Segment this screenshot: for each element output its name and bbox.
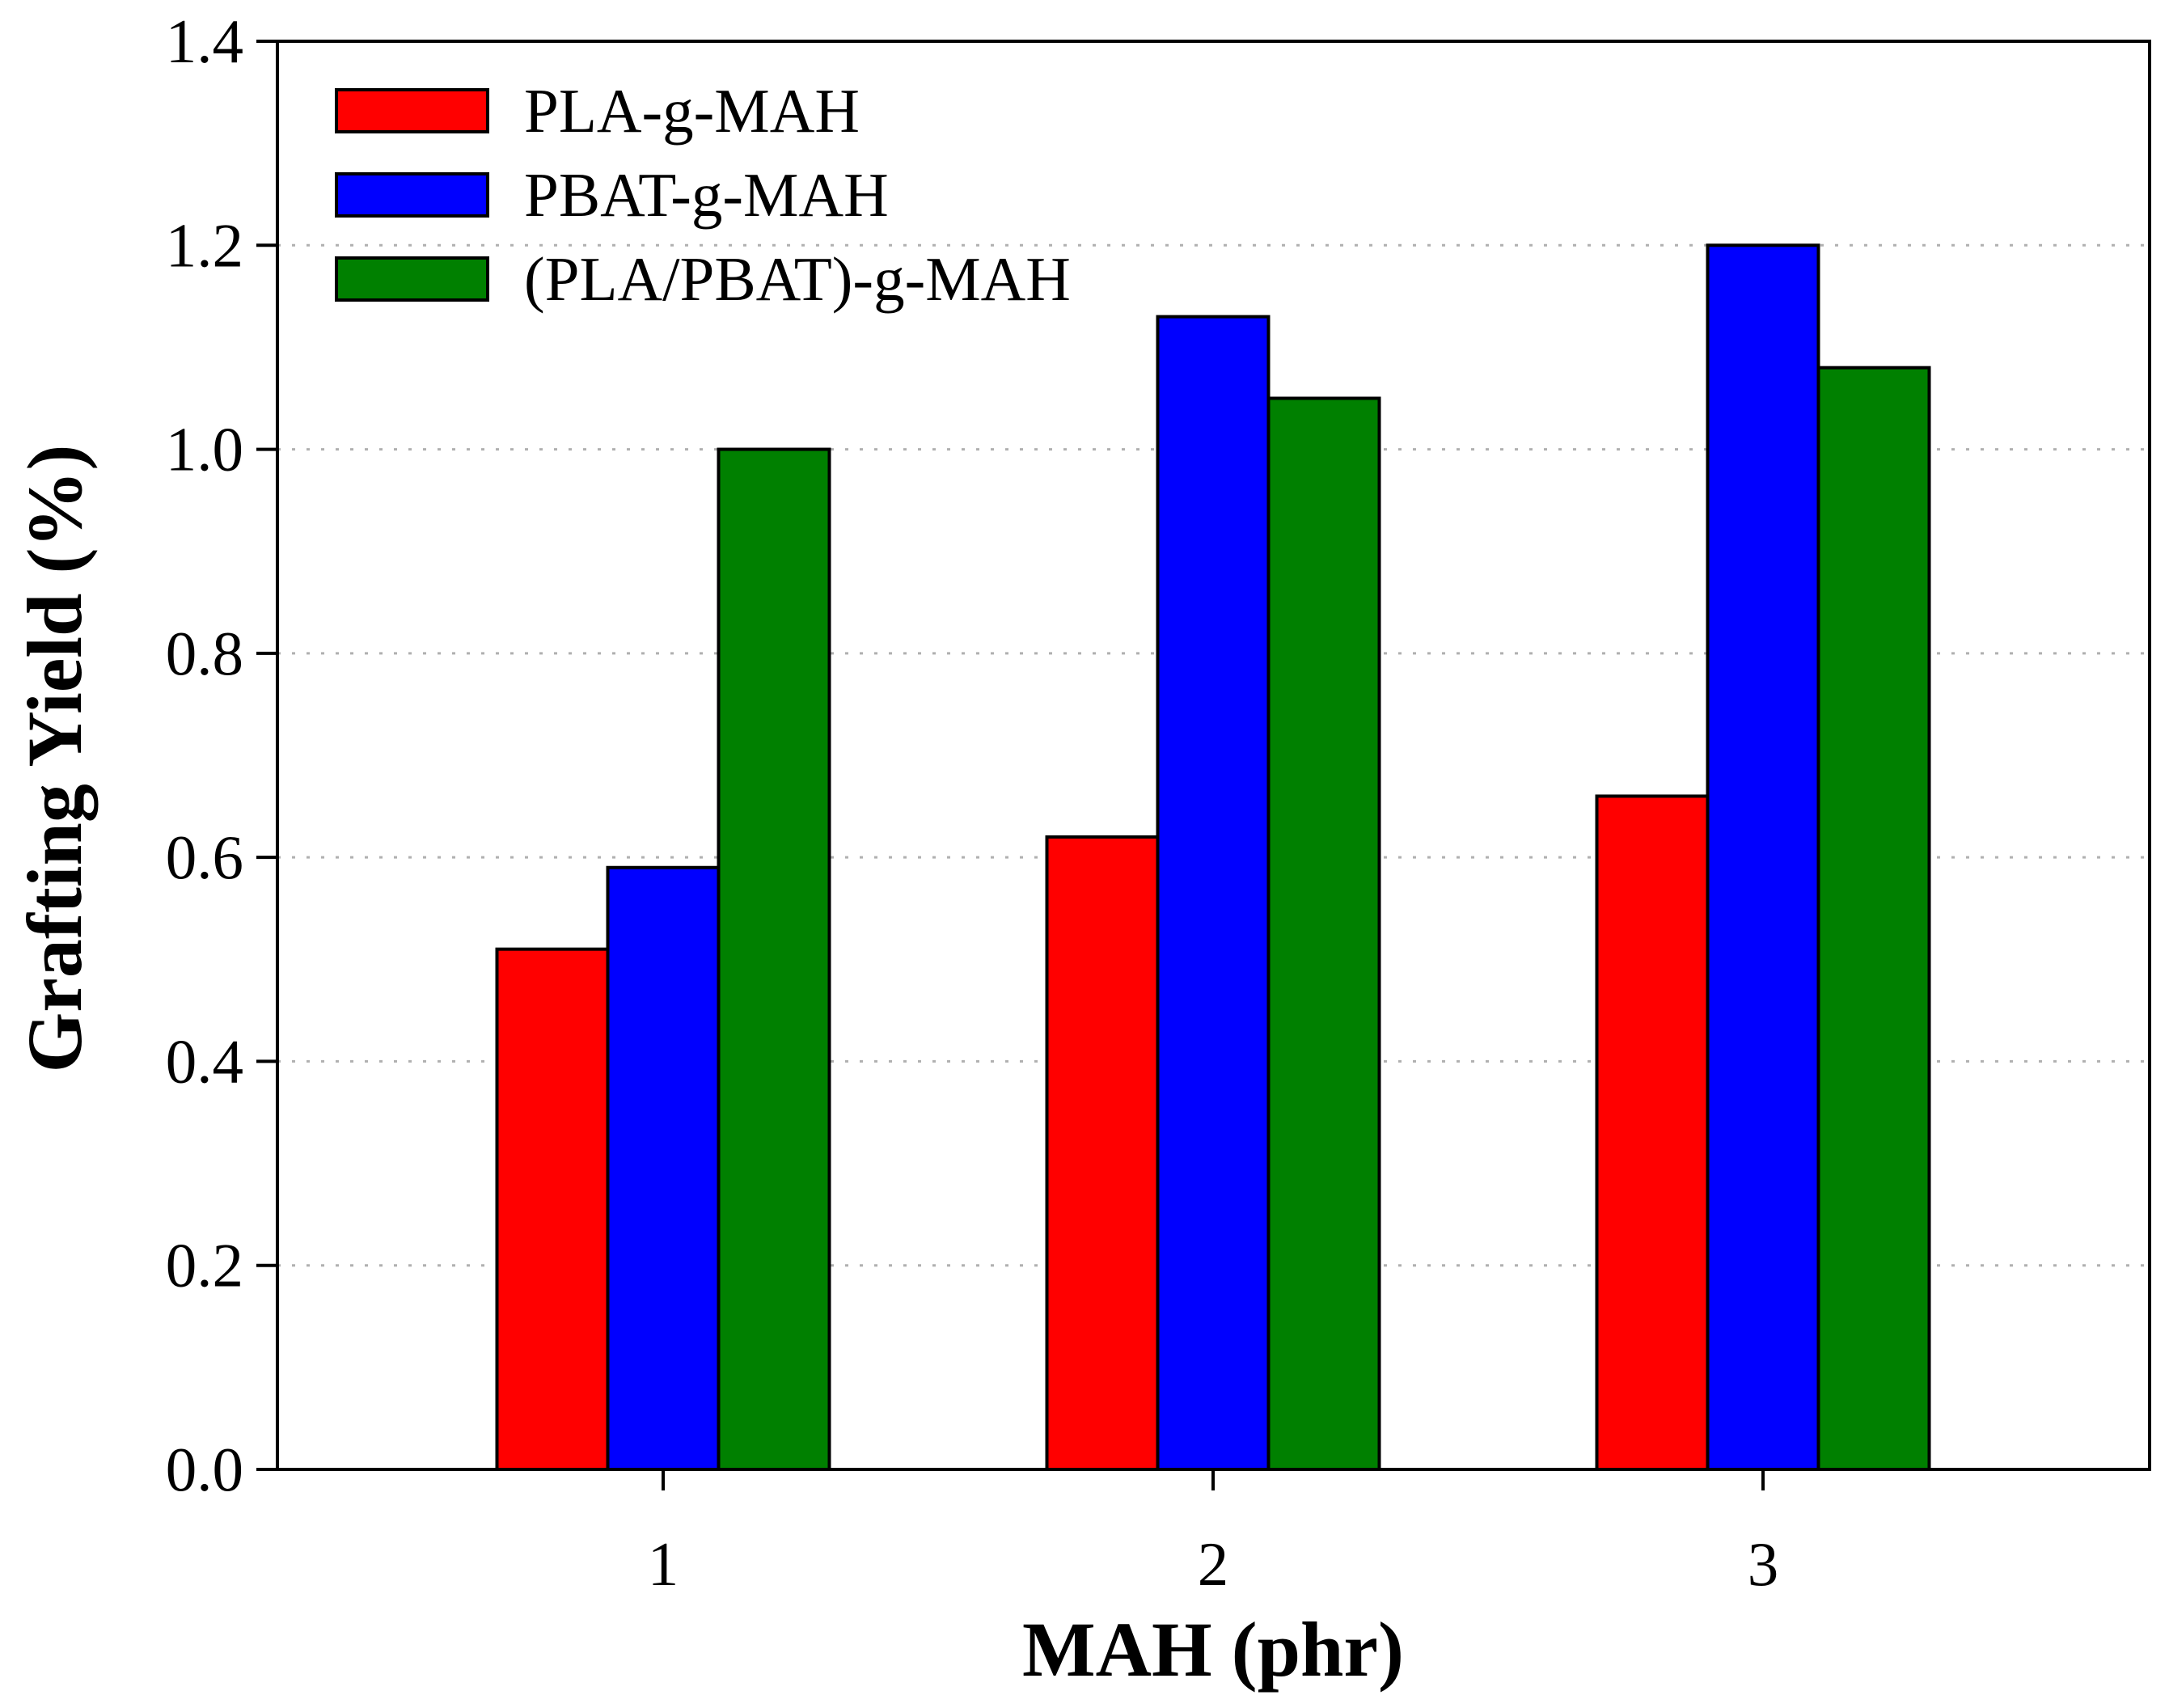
bar-pla-pbat-g-mah-2 — [1266, 396, 1381, 1471]
x-tick-label: 3 — [1748, 1529, 1779, 1599]
y-tick-label: 1.0 — [166, 415, 243, 484]
bar-pbat-g-mah-2 — [1156, 315, 1271, 1472]
x-tick-label: 2 — [1198, 1529, 1229, 1599]
y-axis-title: Grafting Yield (%) — [11, 445, 98, 1073]
y-tick-label: 0.2 — [166, 1231, 243, 1300]
bar-pbat-g-mah-1 — [606, 865, 721, 1472]
x-axis: 1 2 3 — [648, 1469, 1779, 1599]
x-axis-title: MAH (phr) — [1022, 1606, 1404, 1693]
bar-pla-g-mah-2 — [1045, 835, 1160, 1471]
legend-swatch — [335, 88, 489, 133]
bars — [495, 243, 1931, 1472]
y-axis: 0.0 0.2 0.4 0.6 0.8 1.0 1.2 1.4 — [166, 6, 277, 1504]
legend-label: PBAT-g-MAH — [524, 160, 889, 230]
x-tick-label: 1 — [648, 1529, 679, 1599]
bar-pla-pbat-g-mah-3 — [1816, 366, 1931, 1472]
bar-pla-g-mah-1 — [495, 947, 610, 1471]
y-tick-label: 0.6 — [166, 822, 243, 892]
legend-swatch — [335, 256, 489, 302]
y-tick-label: 1.4 — [166, 6, 243, 76]
legend: PLA-g-MAH PBAT-g-MAH (PLA/PBAT)-g-MAH — [335, 76, 1071, 314]
legend-label: PLA-g-MAH — [524, 76, 860, 146]
bar-pla-g-mah-3 — [1595, 794, 1710, 1471]
legend-label: (PLA/PBAT)-g-MAH — [524, 244, 1071, 314]
y-tick-label: 0.4 — [166, 1026, 243, 1096]
y-tick-label: 1.2 — [166, 210, 243, 280]
bar-pbat-g-mah-3 — [1706, 243, 1820, 1471]
bar-pla-pbat-g-mah-1 — [717, 447, 831, 1471]
legend-swatch — [335, 172, 489, 218]
y-tick-label: 0.0 — [166, 1435, 243, 1504]
y-tick-label: 0.8 — [166, 619, 243, 688]
